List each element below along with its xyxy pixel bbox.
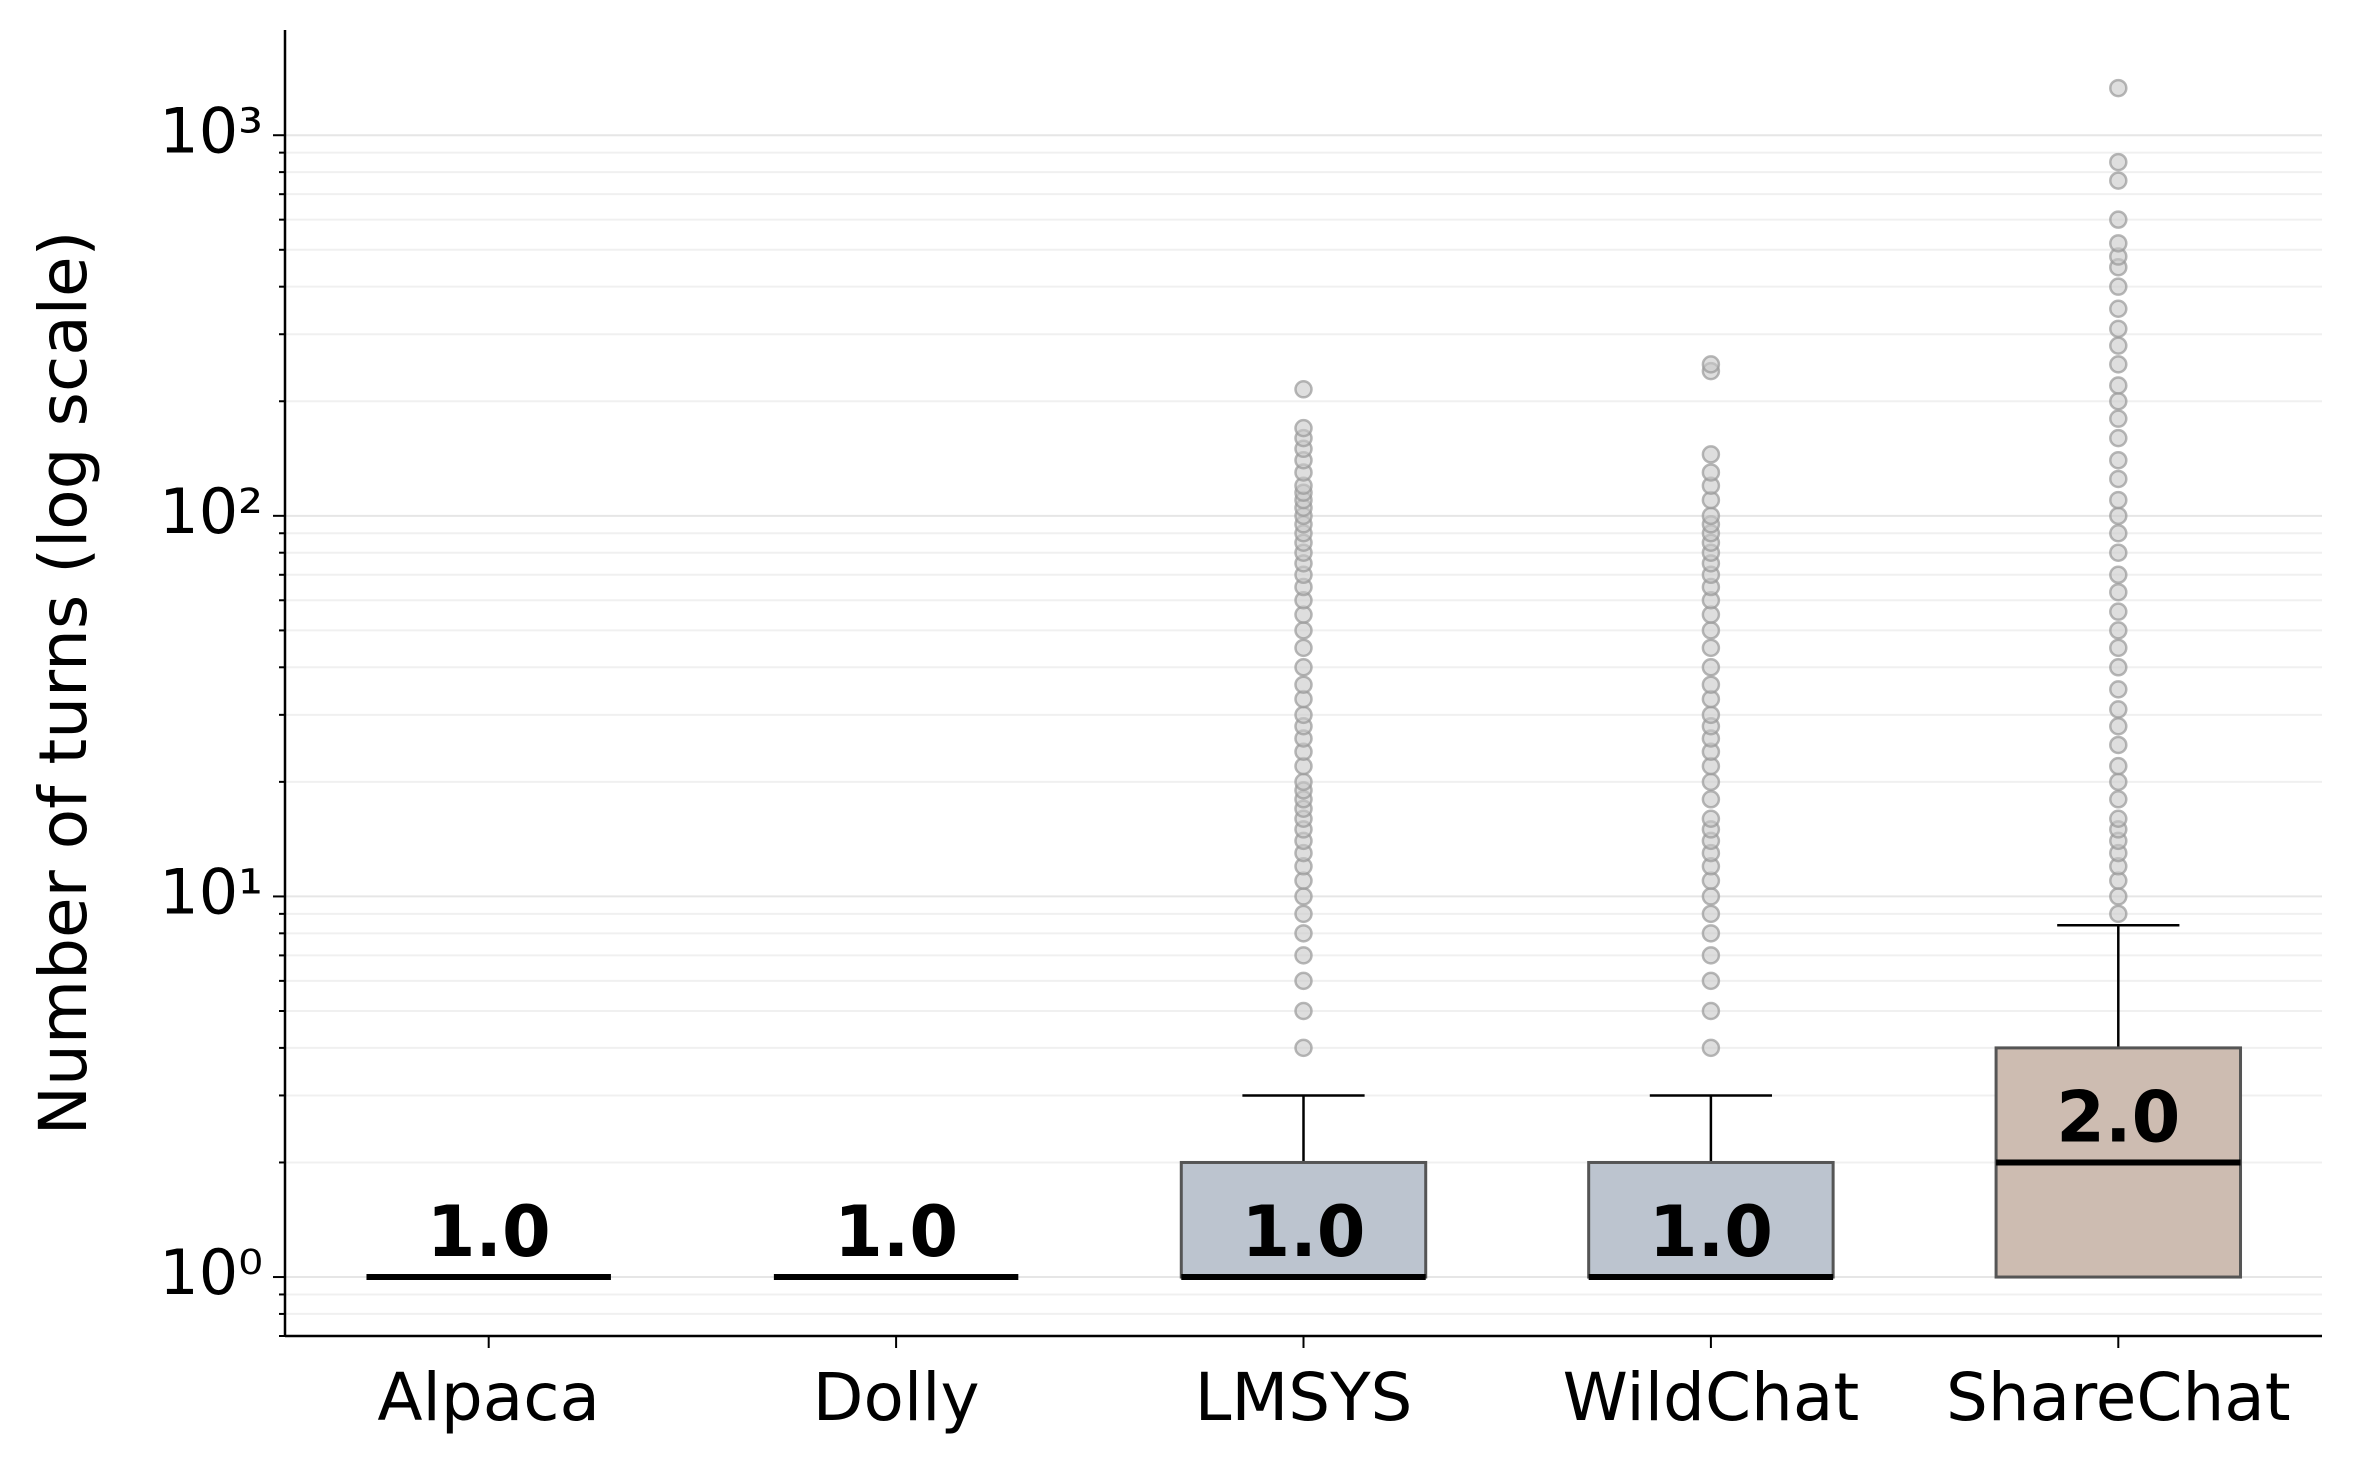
x-tick-label: Alpaca <box>377 1359 600 1436</box>
outlier <box>1294 887 1313 906</box>
outlier <box>2109 904 2128 924</box>
outlier <box>1701 506 1721 526</box>
x-tick-label: ShareChat <box>1946 1359 2291 1436</box>
outlier <box>2109 450 2128 470</box>
outlier <box>2109 543 2128 562</box>
outlier <box>1701 463 1721 482</box>
outlier <box>2109 277 2128 296</box>
outlier <box>1701 924 1721 943</box>
outlier <box>1294 418 1313 438</box>
outlier <box>1294 946 1313 965</box>
outlier <box>2109 565 2128 585</box>
box <box>1179 1160 1428 1279</box>
outlier <box>2109 355 2128 374</box>
outlier <box>1701 1001 1721 1021</box>
outlier <box>1701 772 1721 792</box>
outlier <box>1701 355 1721 374</box>
outlier <box>2109 887 2128 906</box>
outlier <box>2109 716 2128 736</box>
outlier <box>2109 336 2128 355</box>
outlier <box>2109 772 2128 792</box>
outlier <box>1701 658 1721 677</box>
outlier <box>2109 735 2128 755</box>
outlier <box>1294 904 1313 924</box>
y-tick-label: 10³ <box>159 94 263 167</box>
outlier <box>2109 621 2128 640</box>
outlier <box>1701 705 1721 725</box>
y-tick-label: 10⁰ <box>159 1236 263 1309</box>
outlier <box>2109 700 2128 719</box>
outlier <box>1701 946 1721 965</box>
outlier <box>1294 971 1313 991</box>
outlier <box>2109 392 2128 411</box>
outlier <box>1701 809 1721 828</box>
outlier <box>2109 809 2128 828</box>
outlier <box>2109 78 2128 98</box>
outlier <box>1701 790 1721 809</box>
outlier <box>1294 1001 1313 1021</box>
outlier <box>1294 638 1313 658</box>
x-tick-label: LMSYS <box>1195 1359 1413 1436</box>
outlier <box>1294 675 1313 694</box>
outlier <box>1701 887 1721 906</box>
outlier <box>2109 638 2128 658</box>
outlier <box>2109 680 2128 699</box>
outlier <box>2109 299 2128 319</box>
outlier <box>2109 658 2128 677</box>
outlier <box>2109 319 2128 339</box>
median-label: 1.0 <box>1649 1191 1773 1273</box>
outlier <box>1294 1038 1313 1058</box>
outlier <box>1294 772 1313 792</box>
x-tick-label: Dolly <box>813 1359 980 1436</box>
outlier <box>2109 490 2128 510</box>
median-label: 1.0 <box>834 1191 958 1273</box>
outlier <box>1701 445 1721 464</box>
outlier <box>1701 621 1721 640</box>
outlier <box>1701 971 1721 991</box>
median-label: 1.0 <box>1241 1191 1365 1273</box>
outlier <box>2109 171 2128 190</box>
outlier <box>2109 602 2128 621</box>
y-tick-label: 10¹ <box>159 856 263 929</box>
outlier <box>2109 506 2128 526</box>
outlier <box>2109 523 2128 543</box>
outlier <box>2109 790 2128 809</box>
outlier <box>1701 638 1721 658</box>
outlier <box>1701 675 1721 694</box>
outlier <box>2109 756 2128 776</box>
outlier <box>1294 621 1313 640</box>
outlier <box>1294 705 1313 725</box>
x-tick-label: WildChat <box>1563 1359 1860 1436</box>
y-axis-label: Number of turns (log scale) <box>25 231 102 1136</box>
outlier <box>2109 469 2128 489</box>
outlier <box>2109 152 2128 172</box>
outlier <box>1294 380 1313 399</box>
outlier <box>2109 210 2128 229</box>
y-tick-label: 10² <box>159 475 263 548</box>
outlier <box>2109 582 2128 602</box>
outlier <box>2109 234 2128 253</box>
outlier <box>2109 376 2128 395</box>
outlier <box>1701 904 1721 924</box>
outlier <box>1294 658 1313 677</box>
median-label: 1.0 <box>427 1191 551 1273</box>
outlier <box>1294 924 1313 943</box>
outlier <box>2109 409 2128 428</box>
outlier <box>1701 1038 1721 1058</box>
outlier <box>2109 428 2128 448</box>
median-label: 2.0 <box>2056 1077 2180 1159</box>
